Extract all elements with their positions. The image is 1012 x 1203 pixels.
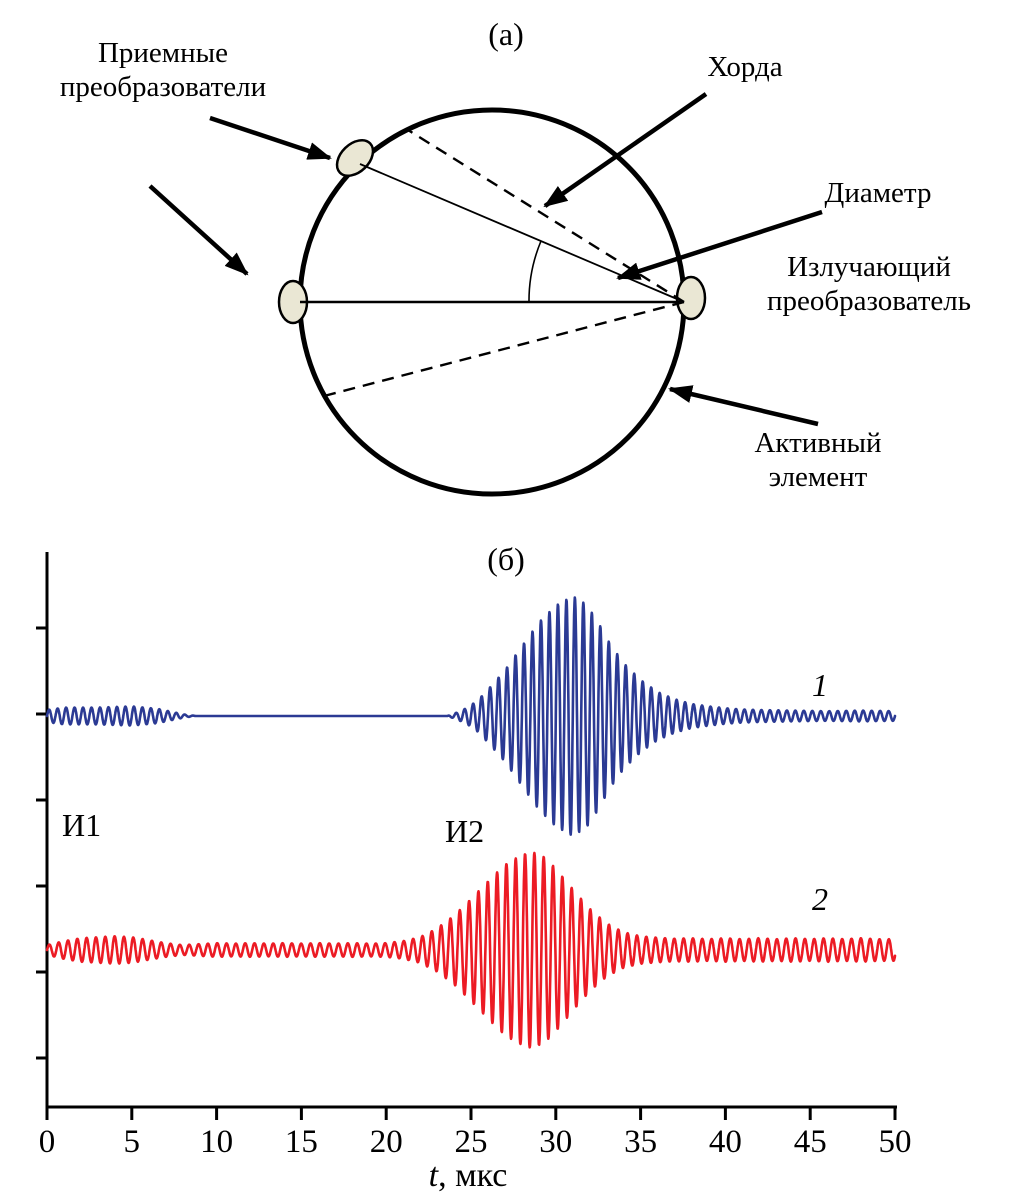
panel-b-plot: 0 5 10 15 20 25 30 35 40 45 50 (б) И1 И2 1 2 t, мк… <box>0 530 1012 1203</box>
receiver-transducer-1 <box>335 139 375 177</box>
x-tick-label: 10 <box>200 1124 233 1160</box>
panel-b-title: (б) <box>487 541 525 577</box>
waveform-2 <box>45 851 897 1049</box>
dashed-ray-upper <box>407 128 685 304</box>
label-emitter-line1: Излучающий <box>787 251 951 283</box>
panel-a-diagram: (а) Приемные преобразователи Хорда Диаме… <box>0 0 1012 530</box>
curve1-label: 1 <box>812 667 828 703</box>
curve2-label: 2 <box>812 881 828 917</box>
x-tick-label: 0 <box>39 1124 56 1160</box>
arrow-to-chord <box>543 92 708 208</box>
label-diameter: Диаметр <box>824 177 932 209</box>
dashed-ray-lower <box>323 300 685 398</box>
arrow-to-diameter <box>616 209 823 281</box>
waveform-1 <box>45 596 897 836</box>
label-receivers-line2: преобразователи <box>59 71 267 104</box>
x-tick-label: 35 <box>624 1124 657 1160</box>
label-receivers: Приемные преобразователи <box>28 36 298 104</box>
x-tick-label: 50 <box>879 1124 912 1160</box>
signal1-label: И1 <box>62 807 101 843</box>
label-emitter-line2: преобразователь <box>767 285 971 318</box>
x-tick-label: 15 <box>285 1124 318 1160</box>
x-tick-label: 20 <box>370 1124 403 1160</box>
x-tick-label: 40 <box>709 1124 742 1160</box>
label-chord: Хорда <box>707 51 783 83</box>
label-emitter: Излучающий преобразователь <box>726 250 1012 318</box>
emitter-transducer <box>675 275 707 321</box>
plot-dynamic-layer: 0 5 10 15 20 25 30 35 40 45 50 <box>36 596 912 1160</box>
arrow-to-receiver-1 <box>209 115 332 161</box>
label-active-line2: элемент <box>768 461 868 494</box>
angle-arc <box>528 240 542 303</box>
x-axis-label-var: t <box>429 1157 440 1194</box>
panel-a-title: (а) <box>488 16 524 52</box>
arrow-to-receiver-2 <box>148 184 249 276</box>
x-tick-label: 5 <box>124 1124 141 1160</box>
signal2-label: И2 <box>445 813 484 849</box>
label-active-line1: Активный <box>754 427 882 459</box>
x-axis-label-unit: , мкс <box>438 1157 507 1194</box>
label-active-element: Активный элемент <box>728 426 908 494</box>
x-tick-label: 25 <box>455 1124 488 1160</box>
x-tick-label: 30 <box>539 1124 572 1160</box>
transducer-diagram-canvas <box>148 92 823 497</box>
arrow-to-active-element <box>668 385 819 427</box>
label-receivers-line1: Приемные <box>97 37 229 69</box>
x-tick-label: 45 <box>794 1124 827 1160</box>
x-axis-label: t, мкс <box>429 1157 508 1194</box>
waveform-plot-canvas: 0 5 10 15 20 25 30 35 40 45 50 (б) И1 И2 1 2 t, мк… <box>36 541 912 1194</box>
